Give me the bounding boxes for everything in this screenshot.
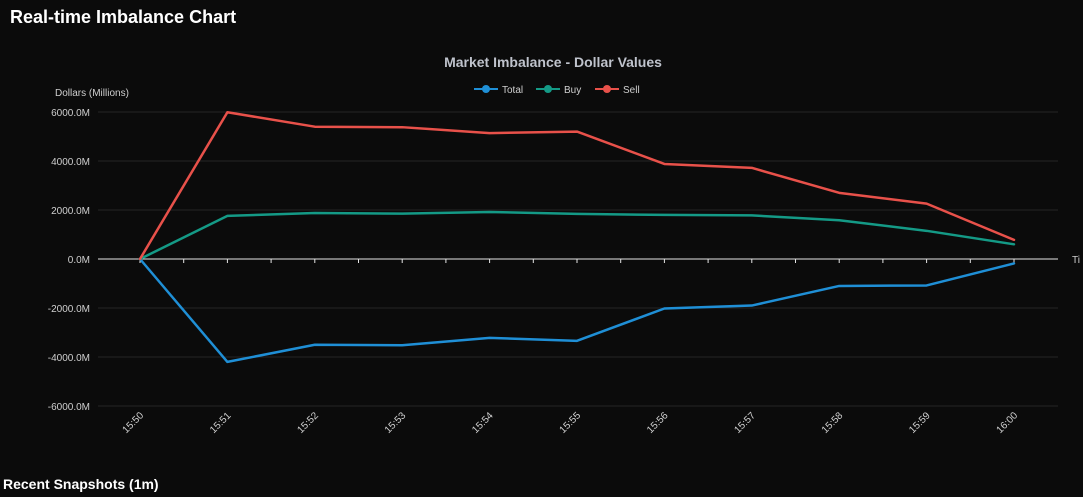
legend-item-buy[interactable]: Buy <box>536 85 581 96</box>
legend-item-sell[interactable]: Sell <box>595 85 640 96</box>
legend-item-total[interactable]: Total <box>474 85 523 96</box>
legend-marker <box>482 85 490 93</box>
x-tick-label: 15:52 <box>295 410 321 436</box>
y-tick-label: 4000.0M <box>51 157 90 168</box>
legend-label: Sell <box>623 85 640 96</box>
series-layer <box>138 110 1016 364</box>
series-line-sell[interactable] <box>138 110 1016 261</box>
x-tick-label: 15:58 <box>820 410 846 436</box>
y-tick-label: 0.0M <box>68 255 90 266</box>
legend-marker <box>544 85 552 93</box>
x-tick-label: 15:53 <box>383 410 409 436</box>
y-tick-label: -6000.0M <box>48 402 90 413</box>
x-tick-label: 16:00 <box>995 410 1021 436</box>
chart-panel: Market Imbalance - Dollar Values Dollars… <box>0 36 1083 460</box>
series-line-total[interactable] <box>138 257 1016 364</box>
legend-label: Total <box>502 85 523 96</box>
x-tick-label: 15:51 <box>208 410 234 436</box>
page-header: Real-time Imbalance Chart <box>0 0 1083 36</box>
x-tick-label: 15:54 <box>470 410 496 436</box>
page-title: Real-time Imbalance Chart <box>10 7 237 27</box>
x-tick-label: 15:50 <box>121 410 147 436</box>
y-tick-label: 2000.0M <box>51 206 90 217</box>
x-tick-label: 15:56 <box>645 410 671 436</box>
x-tick-label: 15:59 <box>907 410 933 436</box>
series-line-buy[interactable] <box>138 210 1016 261</box>
legend-marker <box>603 85 611 93</box>
x-axis-label: Ti <box>1072 255 1080 266</box>
imbalance-chart[interactable]: Market Imbalance - Dollar Values Dollars… <box>0 36 1083 460</box>
chart-legend[interactable]: Total Buy Sell <box>474 85 640 96</box>
y-axis-label: Dollars (Millions) <box>55 88 129 99</box>
y-tick-label: 6000.0M <box>51 108 90 119</box>
y-tick-label: -4000.0M <box>48 353 90 364</box>
legend-label: Buy <box>564 85 581 96</box>
recent-snapshots-title: Recent Snapshots (1m) <box>3 476 159 492</box>
chart-title: Market Imbalance - Dollar Values <box>444 54 662 70</box>
x-tick-label: 15:55 <box>558 410 584 436</box>
y-tick-label: -2000.0M <box>48 304 90 315</box>
x-tick-label: 15:57 <box>732 410 758 436</box>
